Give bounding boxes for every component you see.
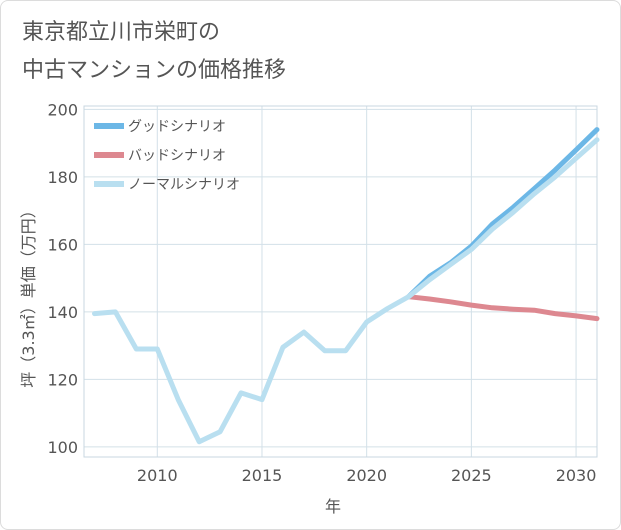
x-tick-label: 2010 [137, 466, 178, 485]
y-tick-label: 120 [47, 370, 78, 389]
y-tick-labels: 100 120 140 160 180 200 [47, 100, 78, 457]
series-layer [92, 127, 600, 445]
chart-title-line-1: 東京都立川市栄町の [22, 20, 221, 45]
y-tick-label: 180 [47, 168, 78, 187]
legend-item-good: グッドシナリオ [94, 119, 226, 135]
bad-scenario-line [406, 294, 600, 322]
x-tick-label: 2015 [242, 466, 283, 485]
plot-frame [83, 105, 598, 458]
y-tick-label: 140 [47, 303, 78, 322]
y-tick-label: 100 [47, 438, 78, 457]
y-axis-label: 坪（3.3㎡）単価（万円） [19, 202, 38, 387]
chart-title: 東京都立川市栄町の 中古マンションの価格推移 [22, 14, 286, 90]
x-tick-label: 2030 [556, 466, 597, 485]
y-tick-label: 160 [47, 235, 78, 254]
legend-label: バッドシナリオ [128, 148, 226, 164]
legend-item-normal: ノーマルシナリオ [94, 177, 240, 193]
x-tick-label: 2020 [346, 466, 387, 485]
normal-scenario-line [92, 137, 600, 445]
y-tick-label: 200 [47, 100, 78, 119]
legend-label: グッドシナリオ [128, 119, 226, 135]
x-axis-label: 年 [325, 497, 341, 516]
legend-item-bad: バッドシナリオ [94, 148, 226, 164]
x-tick-labels: 2010 2015 2020 2025 2030 [137, 466, 596, 485]
legend-label: ノーマルシナリオ [128, 177, 240, 193]
chart-title-line-2: 中古マンションの価格推移 [22, 58, 287, 83]
x-tick-label: 2025 [451, 466, 492, 485]
